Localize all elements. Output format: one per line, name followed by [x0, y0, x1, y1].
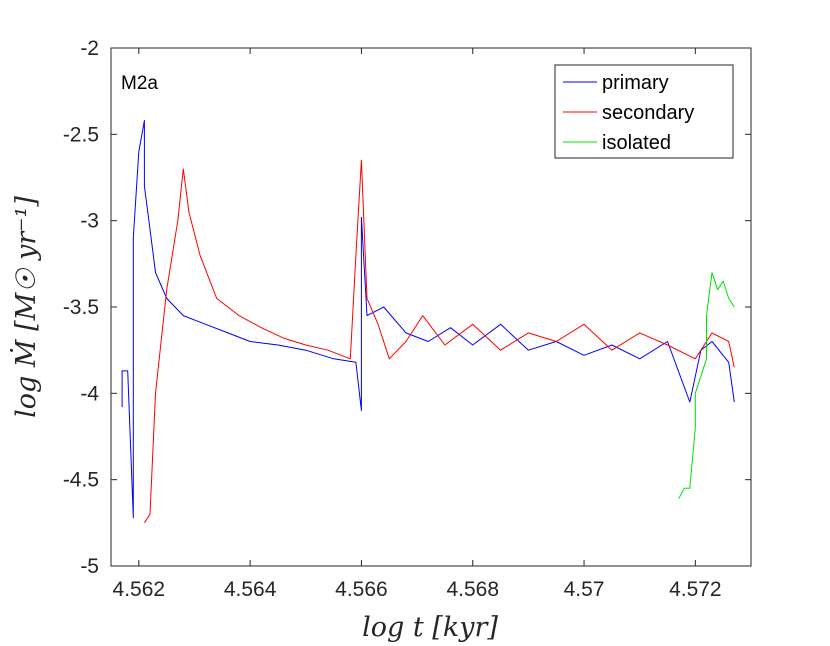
legend-items: primary secondary isolated	[563, 72, 694, 154]
panel-label: M2a	[121, 73, 158, 94]
y-tick-label: -2	[80, 37, 99, 60]
x-tick-label: 4.57	[564, 578, 605, 601]
x-tick-label: 4.572	[669, 578, 722, 601]
y-tick-label: -3	[80, 210, 99, 233]
x-ticks: 4.562 4.564 4.566 4.568 4.57 4.572	[113, 48, 722, 601]
series-line-secondary	[143, 159, 735, 524]
y-tick-label: -2.5	[63, 123, 99, 146]
series-line-isolated	[678, 272, 735, 499]
x-tick-label: 4.562	[113, 578, 166, 601]
x-tick-label: 4.568	[446, 578, 499, 601]
y-tick-label: -3.5	[63, 296, 99, 319]
y-axis-label: log Ṁ [M☉ yr⁻¹]	[9, 196, 42, 418]
legend-label-primary: primary	[602, 72, 669, 94]
legend-label-secondary: secondary	[602, 102, 694, 124]
legend: primary secondary isolated	[554, 64, 734, 159]
series-line-primary	[121, 120, 735, 519]
x-tick-label: 4.564	[224, 578, 277, 601]
legend-label-isolated: isolated	[602, 132, 671, 154]
x-tick-label: 4.566	[335, 578, 388, 601]
y-ticks: -5 -4.5 -4 -3.5 -3 -2.5 -2	[63, 37, 751, 578]
y-tick-label: -4	[80, 382, 99, 405]
y-tick-label: -4.5	[63, 469, 99, 492]
series-layer	[121, 120, 735, 524]
y-tick-label: -5	[80, 555, 99, 578]
x-axis-label: log t [kyr]	[362, 612, 498, 643]
